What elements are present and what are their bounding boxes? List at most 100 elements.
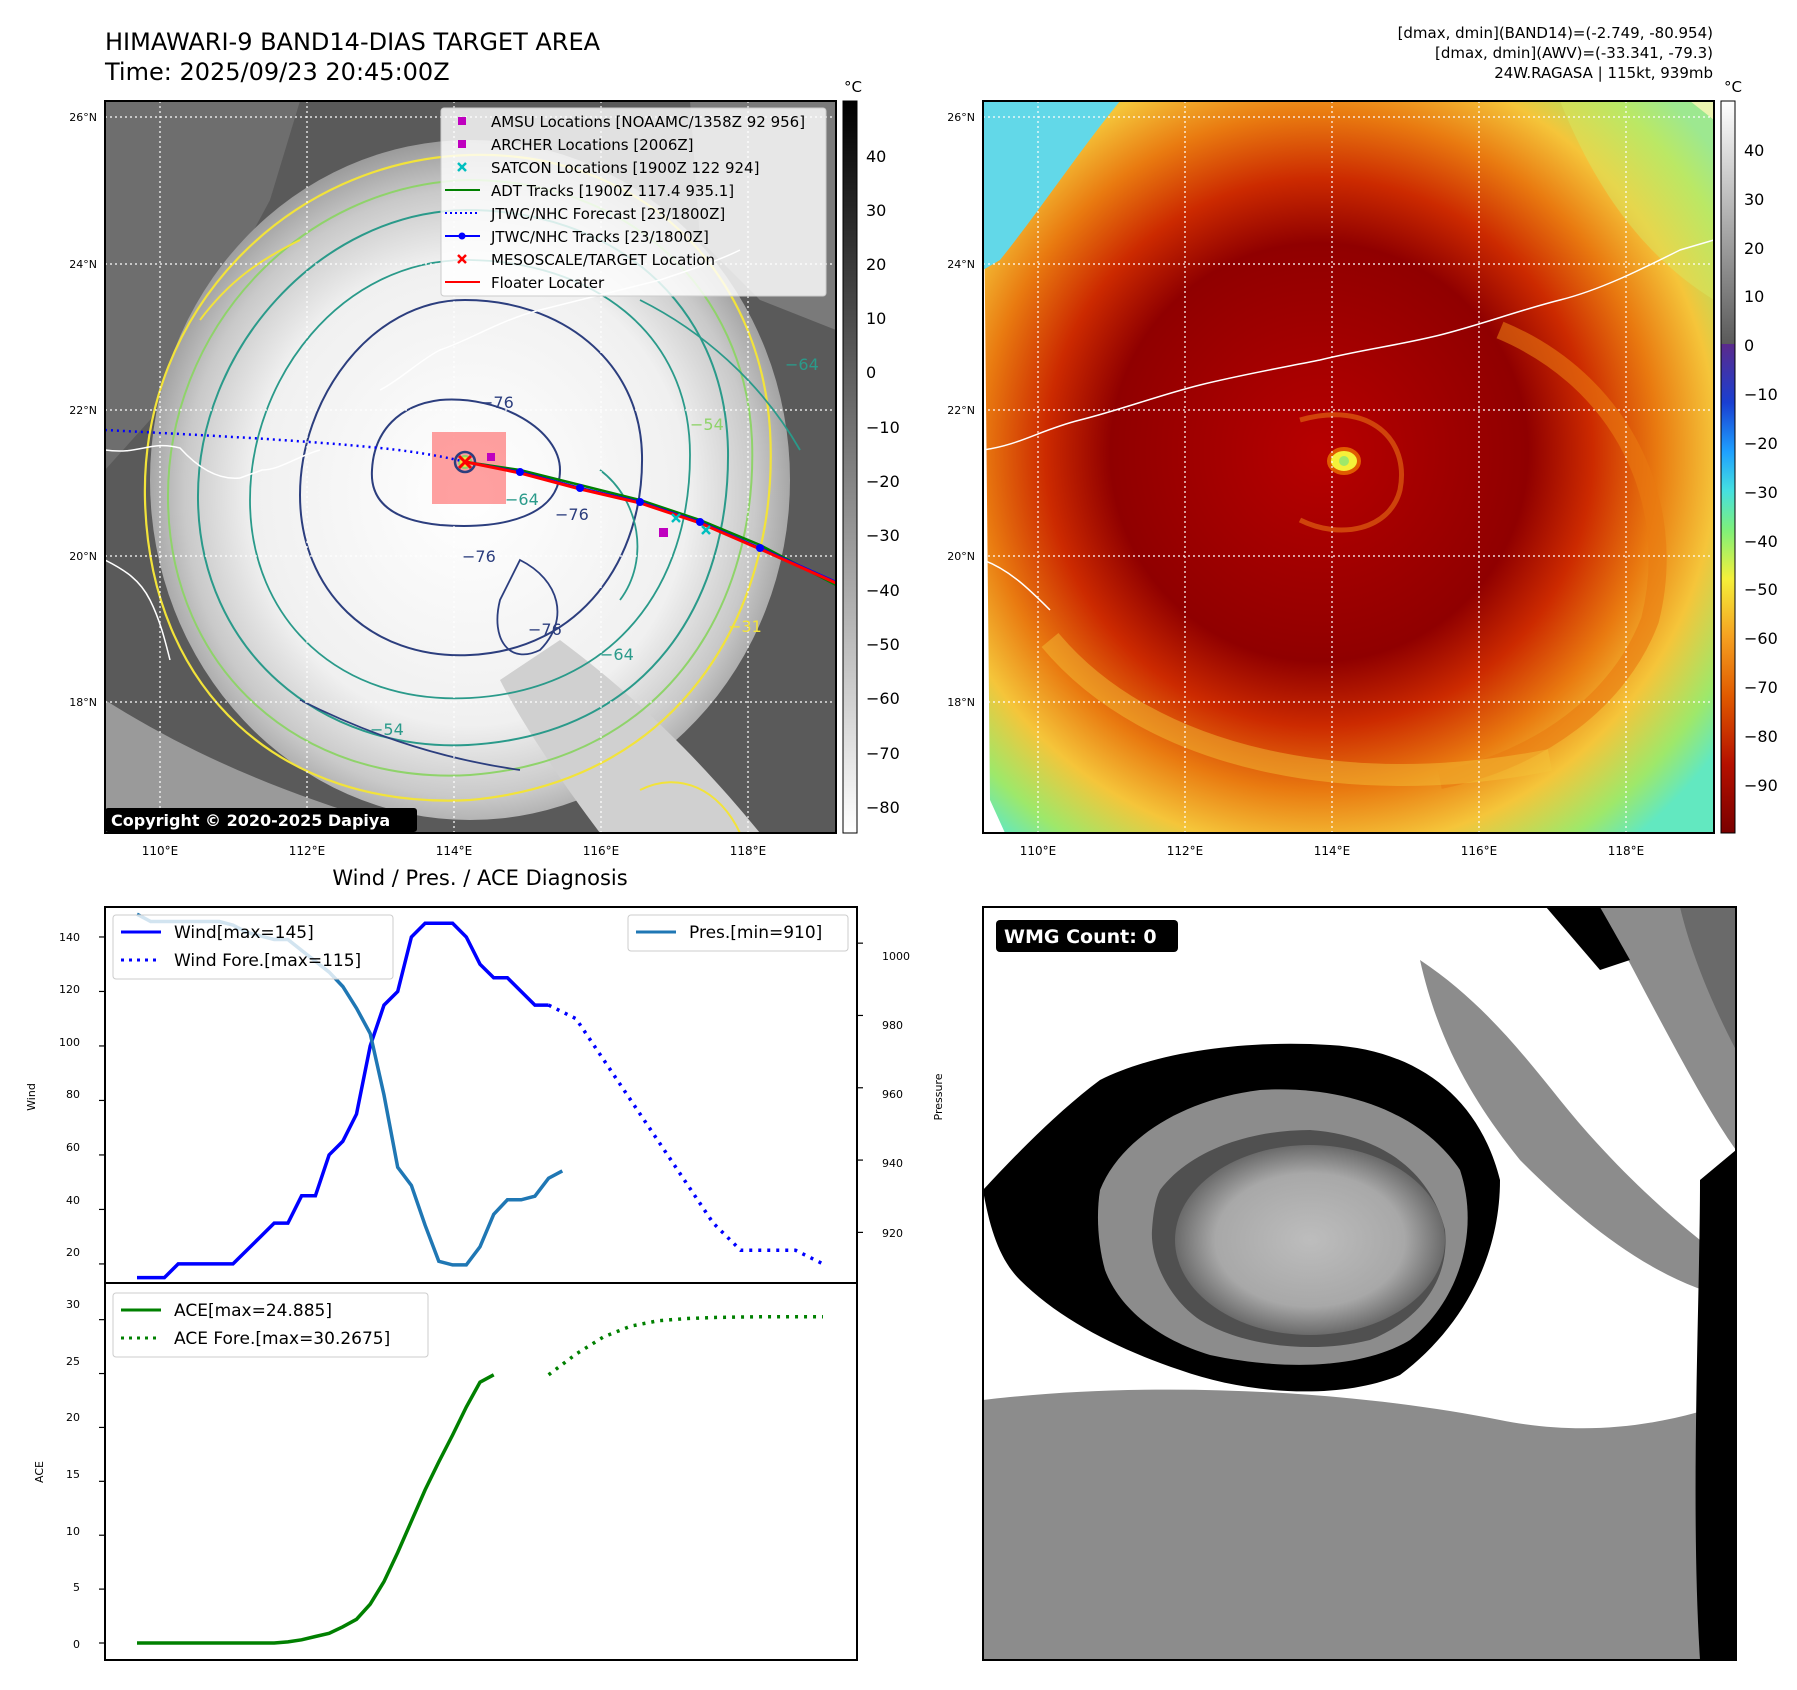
lat-label: 26°N: [69, 111, 97, 124]
cbar-tick: 0: [866, 363, 876, 382]
ace-tick: 15: [66, 1468, 80, 1481]
cbar-tick: 40: [866, 147, 886, 166]
cbar-tick: −50: [866, 635, 900, 654]
right-map-panel: 26°N 24°N 22°N 20°N 18°N 110°E 112°E 114…: [947, 78, 1778, 858]
contour-label: −76: [555, 505, 589, 524]
ace-legend: ACE[max=24.885] ACE Fore.[max=30.2675]: [112, 1292, 429, 1358]
amsu-marker: [487, 453, 495, 461]
cbar-tick: −60: [1744, 629, 1778, 648]
cbar-tick: 30: [1744, 190, 1764, 209]
lon-label: 114°E: [436, 844, 473, 858]
left-colorbar: °C 40 30 20 10 0 −10 −20 −30 −40 −50 −60…: [842, 78, 900, 834]
legend-ace-fore: ACE Fore.[max=30.2675]: [174, 1329, 390, 1349]
cbar-tick: −10: [866, 418, 900, 437]
right-map-lon-labels: 110°E 112°E 114°E 116°E 118°E: [1020, 844, 1645, 858]
cbar-tick: −80: [1744, 727, 1778, 746]
series-line-1: [547, 1003, 824, 1266]
left-cbar-unit: °C: [844, 78, 862, 96]
contour-label: −54: [370, 720, 404, 739]
ace-tick: 0: [73, 1638, 80, 1651]
legend-item: SATCON Locations [1900Z 122 924]: [491, 159, 759, 177]
wind-tick: 140: [59, 931, 80, 944]
wmg-count-label: WMG Count: 0: [1004, 926, 1157, 948]
wind-tick: 60: [66, 1141, 80, 1154]
pres-tick: 960: [882, 1088, 903, 1101]
contour-yellow: [143, 153, 772, 802]
cbar-tick: −10: [1744, 385, 1778, 404]
left-map-lon-labels: 110°E 112°E 114°E 116°E 118°E: [142, 844, 767, 858]
contour-label: −76: [528, 620, 562, 639]
lat-label: 24°N: [947, 258, 975, 271]
legend-item: ADT Tracks [1900Z 117.4 935.1]: [491, 182, 734, 200]
pressure-axis-label: Pressure: [932, 1073, 945, 1120]
contour-label: −76: [480, 393, 514, 412]
lat-label: 22°N: [69, 404, 97, 417]
series-line-0: [137, 921, 549, 1280]
wmg-frame: [982, 906, 1737, 1661]
lat-label: 24°N: [69, 258, 97, 271]
ace-axis-label: ACE: [33, 1461, 46, 1483]
legend-item: Floater Locater: [491, 274, 605, 292]
figure-time: Time: 2025/09/23 20:45:00Z: [104, 58, 450, 86]
info-band14-range: [dmax, dmin](BAND14)=(-2.749, -80.954): [1398, 24, 1713, 42]
left-map-panel: −64 −76 −76 −76 −76 −64 −64 −54 −54 −31: [69, 78, 900, 858]
legend-item: ARCHER Locations [2006Z]: [491, 136, 694, 154]
satcon-markers: [671, 513, 711, 535]
ace-tick: 10: [66, 1525, 80, 1538]
contour-dark: [298, 298, 644, 657]
cbar-tick: −30: [1744, 483, 1778, 502]
cbar-tick: −80: [866, 798, 900, 817]
lat-label: 22°N: [947, 404, 975, 417]
copyright-text: Copyright © 2020-2025 Dapiya: [111, 811, 390, 830]
lat-label: 20°N: [69, 550, 97, 563]
mesoscale-target-marker: [457, 454, 473, 470]
left-map-lat-labels: 26°N 24°N 22°N 20°N 18°N: [69, 111, 97, 709]
cbar-tick: 30: [866, 201, 886, 220]
legend-item: AMSU Locations [NOAAMC/1358Z 92 956]: [491, 113, 805, 131]
wmg-panel: WMG Count: 0: [982, 906, 1737, 1661]
ace-tick: 30: [66, 1298, 80, 1311]
contour-label: −64: [600, 645, 634, 664]
pressure-ticks: 1000 980 960 940 920: [882, 950, 910, 1240]
contour-light-green: [166, 178, 754, 777]
diagnosis-chart: Wind / Pres. / ACE Diagnosis Wind Pressu…: [25, 866, 945, 1661]
wind-tick: 20: [66, 1246, 80, 1259]
cbar-tick: −90: [1744, 776, 1778, 795]
legend-ace: ACE[max=24.885]: [174, 1301, 332, 1321]
cbar-tick: −50: [1744, 580, 1778, 599]
legend-item: JTWC/NHC Tracks [23/1800Z]: [490, 228, 709, 246]
legend-item: MESOSCALE/TARGET Location: [491, 251, 715, 269]
cbar-tick: 10: [866, 309, 886, 328]
wind-ticks: 140 120 100 80 60 40 20: [59, 931, 80, 1259]
wind-tick: 40: [66, 1194, 80, 1207]
wind-tick: 120: [59, 983, 80, 996]
contour-label: −31: [728, 617, 762, 636]
left-cbar-ticks: 40 30 20 10 0 −10 −20 −30 −40 −50 −60 −7…: [866, 147, 900, 817]
pres-tick: 980: [882, 1019, 903, 1032]
contour-label: −54: [690, 415, 724, 434]
contour-label: −76: [462, 547, 496, 566]
right-cbar-ticks: 40 30 20 10 0 −10 −20 −30 −40 −50 −60 −7…: [1744, 141, 1778, 795]
contour-label: −64: [505, 490, 539, 509]
lon-label: 116°E: [583, 844, 620, 858]
cbar-tick: 40: [1744, 141, 1764, 160]
figure-title: HIMAWARI-9 BAND14-DIAS TARGET AREA: [105, 28, 601, 56]
cbar-tick: −70: [1744, 678, 1778, 697]
cbar-tick: −20: [1744, 434, 1778, 453]
lat-label: 20°N: [947, 550, 975, 563]
lon-label: 112°E: [1167, 844, 1204, 858]
ace-tick: 20: [66, 1411, 80, 1424]
lon-label: 112°E: [289, 844, 326, 858]
diagnosis-series: [99, 912, 863, 1645]
lon-label: 110°E: [142, 844, 179, 858]
left-map-frame: [104, 100, 837, 834]
ace-tick: 5: [73, 1581, 80, 1594]
info-awv-range: [dmax, dmin](AWV)=(-33.341, -79.3): [1435, 44, 1713, 62]
lat-label: 26°N: [947, 111, 975, 124]
legend-pressure: Pres.[min=910]: [689, 923, 822, 943]
archer-marker: [659, 528, 668, 537]
wmg-eye: [1175, 1145, 1445, 1335]
lon-label: 114°E: [1314, 844, 1351, 858]
right-cbar-unit: °C: [1724, 78, 1742, 96]
cbar-tick: 0: [1744, 336, 1754, 355]
